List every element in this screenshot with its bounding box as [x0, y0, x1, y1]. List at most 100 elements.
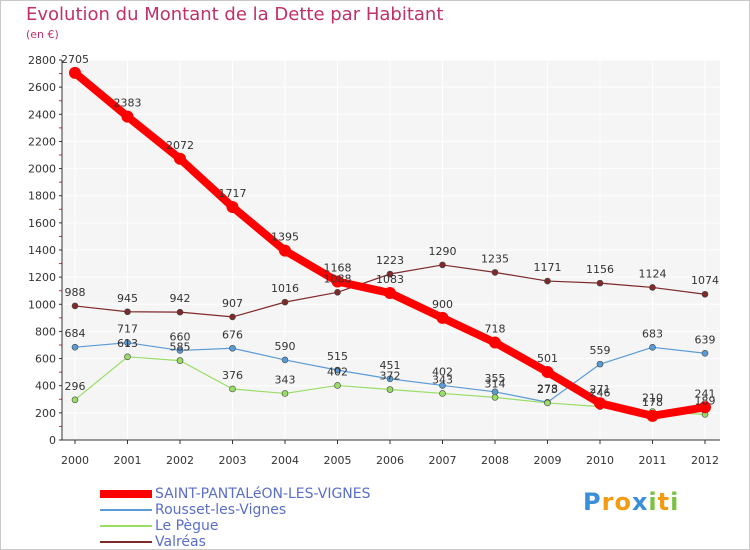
- data-label: 942: [170, 292, 191, 305]
- data-label: 1016: [271, 282, 299, 295]
- data-label: 660: [170, 330, 191, 343]
- data-point: [386, 375, 394, 383]
- legend-swatch: [100, 490, 152, 498]
- data-point: [229, 385, 236, 393]
- data-label: 900: [432, 298, 453, 311]
- data-label: 945: [117, 292, 138, 305]
- data-point: [439, 382, 446, 389]
- data-point: [281, 356, 289, 364]
- data-label: 1717: [219, 187, 247, 200]
- data-point: [384, 287, 396, 300]
- proxiti-logo: Proxiti: [583, 488, 679, 516]
- data-point: [124, 353, 131, 361]
- data-label: 1235: [481, 252, 509, 265]
- data-point: [701, 349, 709, 357]
- data-label: 907: [222, 297, 243, 310]
- y-tick-label: 2000: [28, 163, 56, 176]
- data-point: [334, 382, 341, 389]
- data-point: [226, 200, 239, 213]
- data-point: [71, 302, 79, 310]
- x-tick-label: 2007: [429, 454, 457, 467]
- data-label: 639: [695, 333, 716, 346]
- data-label: 271: [590, 383, 611, 396]
- y-tick-label: 1600: [28, 217, 56, 230]
- data-point: [279, 244, 291, 257]
- data-point: [386, 270, 394, 278]
- y-tick-label: 0: [49, 434, 56, 447]
- chart-subtitle: (en €): [26, 28, 59, 41]
- data-point: [491, 269, 499, 276]
- data-point: [334, 366, 341, 374]
- y-tick-label: 200: [35, 407, 56, 420]
- data-point: [176, 308, 184, 316]
- data-point: [701, 290, 709, 298]
- data-point: [594, 397, 606, 410]
- data-label: 402: [327, 365, 348, 378]
- x-tick-label: 2001: [114, 454, 142, 467]
- logo-letter: o: [614, 488, 632, 516]
- x-tick-label: 2011: [639, 454, 667, 467]
- data-point: [176, 347, 184, 354]
- data-point: [176, 357, 184, 364]
- x-tick-label: 2008: [481, 454, 509, 467]
- logo-letter: x: [631, 488, 649, 516]
- data-label: 402: [432, 365, 453, 378]
- data-point: [124, 308, 131, 316]
- logo-letter: i: [670, 488, 680, 516]
- data-label: 1124: [639, 267, 667, 280]
- legend-label: Rousset-les-Vignes: [155, 502, 287, 518]
- x-tick-label: 2005: [324, 454, 352, 467]
- y-tick-label: 1800: [28, 190, 56, 203]
- data-point: [124, 339, 131, 346]
- data-label: 676: [222, 328, 243, 341]
- data-label: 210: [642, 392, 663, 405]
- data-point: [596, 279, 604, 287]
- data-label: 451: [380, 359, 401, 372]
- data-label: 585: [170, 341, 191, 354]
- data-label: 278: [537, 382, 558, 395]
- data-label: 1088: [324, 272, 352, 285]
- data-point: [544, 399, 551, 407]
- x-tick-label: 2006: [376, 454, 404, 467]
- y-tick-label: 2800: [28, 54, 56, 67]
- data-label: 684: [65, 327, 86, 340]
- data-point: [229, 344, 236, 352]
- data-point: [71, 343, 79, 351]
- data-label: 988: [65, 286, 86, 299]
- data-label: 717: [117, 323, 138, 336]
- data-point: [699, 401, 711, 414]
- data-label: 1168: [324, 261, 352, 274]
- legend-swatch: [100, 509, 152, 511]
- legend-swatch: [100, 525, 152, 527]
- data-point: [331, 275, 344, 288]
- data-point: [649, 284, 656, 291]
- data-label: 241: [695, 387, 716, 400]
- legend-label: Le Pègue: [155, 518, 219, 534]
- y-tick-label: 600: [35, 353, 56, 366]
- data-label: 2705: [61, 53, 89, 66]
- data-point: [439, 390, 446, 397]
- y-tick-label: 800: [35, 325, 56, 338]
- data-label: 1290: [429, 245, 457, 258]
- data-label: 1156: [586, 263, 614, 276]
- y-tick-label: 2400: [28, 108, 56, 121]
- data-label: 1074: [691, 274, 719, 287]
- data-point: [649, 344, 656, 351]
- y-tick-label: 2200: [28, 135, 56, 148]
- x-tick-label: 2002: [166, 454, 194, 467]
- legend-label: Valréas: [155, 534, 206, 550]
- data-point: [69, 66, 81, 79]
- data-point: [489, 336, 501, 349]
- y-tick-label: 1000: [28, 298, 56, 311]
- data-point: [281, 390, 289, 397]
- data-label: 343: [432, 373, 453, 386]
- legend-label: SAINT-PANTALéON-LES-VIGNES: [155, 486, 371, 502]
- data-label: 2383: [114, 97, 142, 110]
- data-label: 296: [65, 380, 86, 393]
- data-label: 314: [485, 377, 506, 390]
- data-point: [281, 298, 289, 306]
- x-tick-label: 2009: [534, 454, 562, 467]
- x-tick-label: 2010: [586, 454, 614, 467]
- data-label: 683: [642, 327, 663, 340]
